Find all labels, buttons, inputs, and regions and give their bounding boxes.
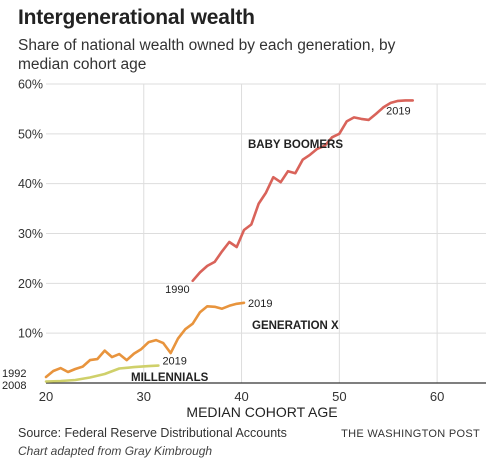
series-line-millennials (44, 364, 160, 383)
y-tick-label: 20% (18, 277, 43, 291)
chart-subtitle: Share of national wealth owned by each g… (18, 37, 396, 73)
y-tick-label: 50% (18, 127, 43, 141)
label-baby-boomers: BABY BOOMERS (248, 139, 343, 151)
label-genx-end-year: 2019 (248, 298, 272, 310)
label-generation-x: GENERATION X (252, 320, 339, 332)
x-tick-label: 60 (430, 389, 444, 404)
x-tick-label: 40 (234, 389, 248, 404)
y-tick-label: 40% (18, 177, 43, 191)
publisher-logo-text: THE WASHINGTON POST (341, 428, 480, 440)
label-boomers-end-year: 2019 (386, 105, 410, 117)
x-tick-label: 50 (332, 389, 346, 404)
x-axis-title: MEDIAN COHORT AGE (186, 404, 337, 420)
chart-title: Intergenerational wealth (18, 6, 255, 29)
axis-layer: 10% 20% 30% 40% 50% 60% 20 30 40 50 60 MEDIAN COHOR… (18, 78, 486, 420)
y-tick-label: 10% (18, 327, 43, 341)
label-boomers-start-year: 1990 (165, 284, 189, 296)
credit-note: Chart adapted from Gray Kimbrough (18, 444, 213, 458)
y-tick-label: 30% (18, 227, 43, 241)
series-line-generation-x (44, 301, 246, 379)
label-genx-start-year: 1992 (2, 368, 26, 380)
source-note: Source: Federal Reserve Distributional A… (18, 426, 287, 440)
series-line-baby-boomers (191, 99, 414, 283)
x-tick-label: 20 (39, 389, 53, 404)
label-millennials-start-year: 2008 (2, 380, 26, 392)
label-millennials: MILLENNIALS (131, 372, 209, 384)
label-millennials-end-year: 2019 (162, 356, 186, 368)
grid-layer (46, 83, 486, 383)
y-tick-label: 60% (18, 78, 43, 92)
x-tick-label: 30 (137, 389, 151, 404)
label-layer: BABY BOOMERS GENERATION X MILLENNIALS 1990 2… (2, 105, 411, 392)
series-layer (44, 99, 414, 383)
